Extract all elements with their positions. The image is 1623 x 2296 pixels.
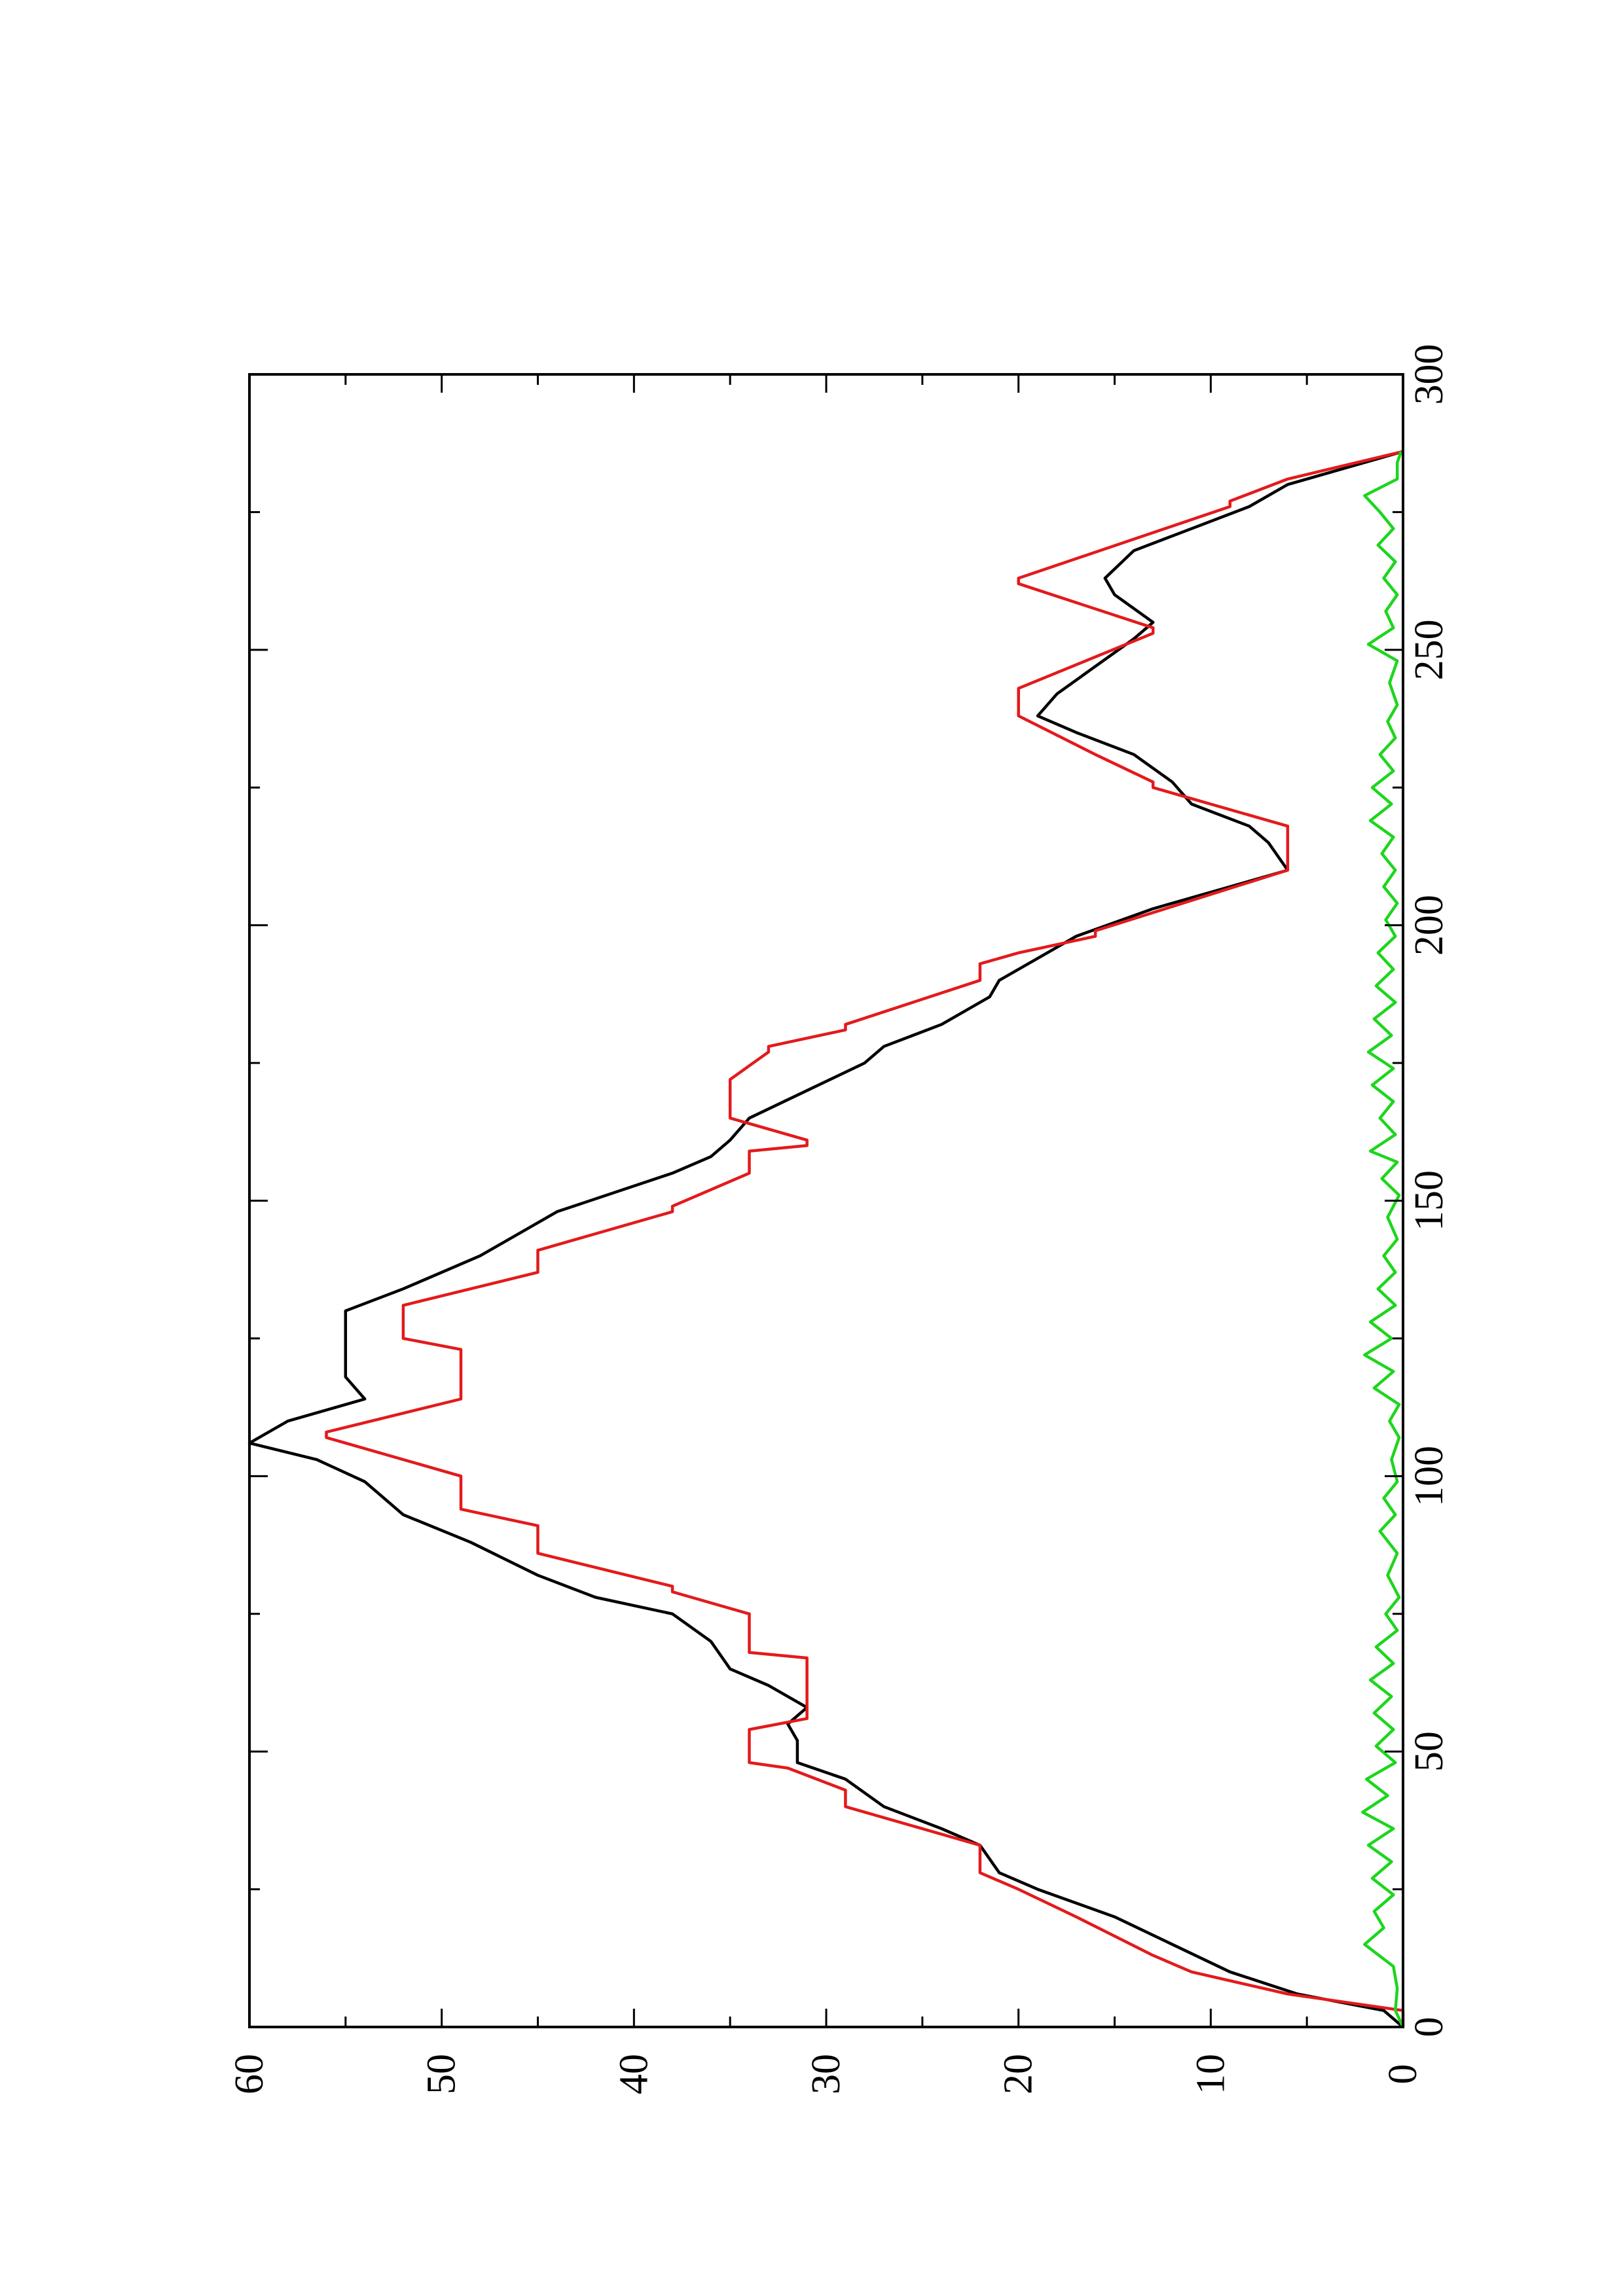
series-line-2: [325, 450, 1405, 2027]
y-tick-label: 20: [996, 2054, 1041, 2094]
plot-frame: [248, 373, 1404, 2028]
series-line-3: [1361, 451, 1405, 2028]
x-tick-label: 150: [1407, 1170, 1451, 1231]
y-tick-label: 10: [1188, 2054, 1233, 2094]
y-tick-label: 40: [611, 2054, 656, 2094]
x-tick-label: 50: [1407, 1731, 1451, 1772]
x-tick-label: 100: [1407, 1446, 1451, 1507]
x-tick-label: 0: [1407, 2017, 1451, 2037]
tick-layer: [248, 373, 1404, 2028]
y-tick-label: 50: [420, 2054, 464, 2094]
y-tick-label: 0: [1381, 2064, 1425, 2085]
x-tick-label: 300: [1407, 344, 1451, 405]
label-layer: 0 50 100 150 200 250 300 0 10 20 30 40 50 60: [227, 344, 1451, 2095]
series-layer: [247, 450, 1405, 2028]
y-tick-label: 60: [227, 2054, 272, 2094]
x-tick-label: 200: [1407, 895, 1451, 956]
x-tick-label: 250: [1407, 619, 1451, 680]
y-tick-label: 30: [804, 2054, 848, 2094]
series-line-1: [247, 450, 1404, 2028]
